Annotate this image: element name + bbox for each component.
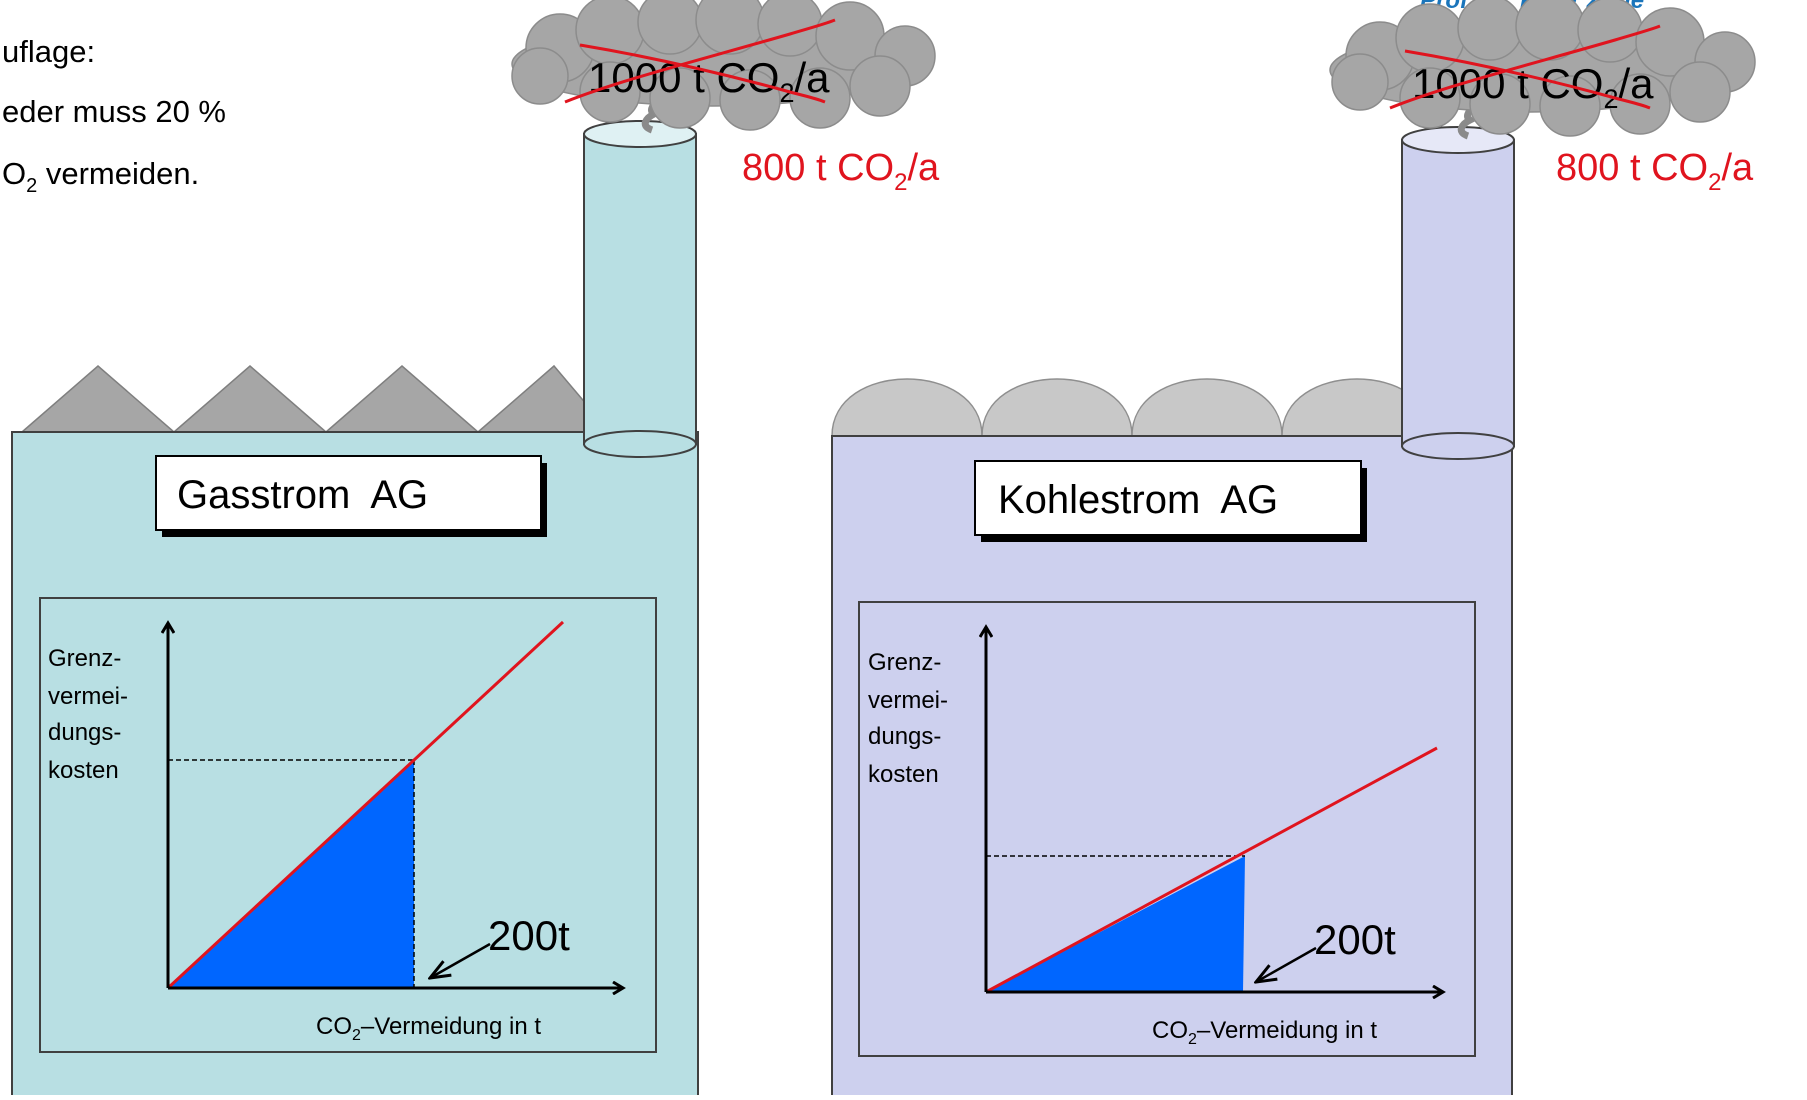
intro-text: uflage: eder muss 20 % O2 vermeiden.: [2, 34, 226, 197]
svg-text:dungs-: dungs-: [48, 719, 121, 746]
coal-chimney: [1401, 99, 1515, 460]
gas-company-name: Gasstrom AG: [177, 473, 428, 517]
gas-new-emission: 800 t CO2/a: [742, 147, 940, 196]
intro-line-3: O2 vermeiden.: [2, 156, 199, 197]
coal-old-emission: 1000 t CO2/a: [1412, 60, 1654, 114]
gas-cost-curve: [166, 620, 565, 990]
gas-y-label: Grenz- vermei- dungs- kosten: [48, 645, 128, 784]
coal-strike-marks: [1389, 24, 1661, 110]
coal-factory: 1000 t CO2/a 800 t CO2/a Kohlestrom AG G…: [831, 0, 1756, 1100]
intro-line-2: eder muss 20 %: [2, 94, 226, 129]
coal-name-plate: Kohlestrom AG: [974, 460, 1367, 542]
gas-roof: [19, 364, 612, 433]
coal-new-emission: 800 t CO2/a: [1556, 147, 1754, 196]
svg-text:vermei-: vermei-: [48, 683, 128, 710]
gas-chimney: [583, 93, 697, 458]
svg-text:dungs-: dungs-: [868, 723, 941, 750]
gas-name-plate: Gasstrom AG: [155, 455, 547, 537]
svg-text:vermei-: vermei-: [868, 687, 948, 714]
gas-annotation: 200t: [488, 912, 570, 959]
coal-cloud: [1329, 0, 1756, 137]
coal-annotation-pointer: [1256, 946, 1317, 982]
gas-annotation-pointer: [430, 942, 491, 978]
svg-text:kosten: kosten: [48, 757, 119, 784]
gas-x-label: CO2–Vermeidung in t: [316, 1013, 541, 1044]
gas-factory: 1000 t CO2/a 800 t CO2/a Gasstrom AG Gre…: [11, 0, 940, 1100]
intro-line-1: uflage:: [2, 34, 95, 69]
gas-chart: Grenz- vermei- dungs- kosten CO2–Vermeid…: [39, 597, 657, 1053]
coal-roof: [831, 378, 1433, 437]
svg-text:Grenz-: Grenz-: [868, 649, 941, 676]
coal-annotation: 200t: [1314, 916, 1396, 963]
coal-company-name: Kohlestrom AG: [998, 478, 1278, 522]
coal-cost-curve: [985, 746, 1438, 994]
coal-chart: Grenz- vermei- dungs- kosten CO2–Vermeid…: [858, 601, 1476, 1057]
svg-text:kosten: kosten: [868, 761, 939, 788]
coal-x-label: CO2–Vermeidung in t: [1152, 1017, 1377, 1048]
svg-text:Grenz-: Grenz-: [48, 645, 121, 672]
coal-y-label: Grenz- vermei- dungs- kosten: [868, 649, 948, 788]
gas-strike-marks: [564, 18, 836, 104]
